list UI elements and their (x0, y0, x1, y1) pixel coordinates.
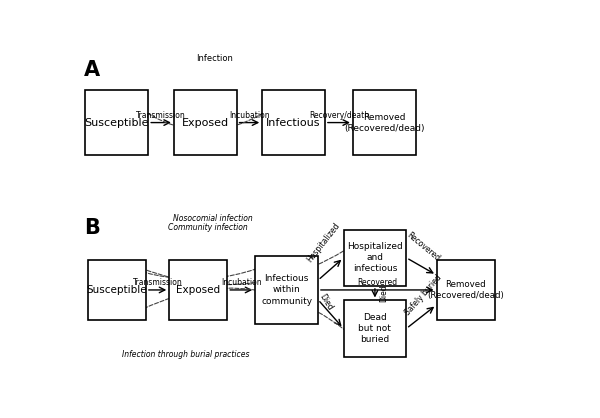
Text: Infection through burial practices: Infection through burial practices (121, 350, 249, 359)
Text: Infectious
within
community: Infectious within community (261, 274, 312, 306)
Bar (85, 90, 148, 155)
Text: Susceptible: Susceptible (85, 117, 149, 127)
Bar (174, 90, 236, 155)
Text: Community infection: Community infection (168, 223, 248, 232)
Text: Recovered: Recovered (357, 278, 397, 287)
Bar (353, 90, 416, 155)
Text: Recovery/death: Recovery/death (309, 111, 369, 120)
Text: Susceptible: Susceptible (86, 285, 147, 295)
Text: Removed
(Recovered/dead): Removed (Recovered/dead) (427, 280, 504, 300)
Text: Died: Died (317, 293, 335, 313)
Bar (344, 229, 406, 286)
Bar (437, 260, 494, 320)
Text: Hospitalized
and
infectious: Hospitalized and infectious (347, 242, 403, 273)
Text: Removed
(Recovered/dead): Removed (Recovered/dead) (344, 112, 424, 133)
Text: A: A (84, 60, 100, 80)
Bar (169, 260, 227, 320)
Text: Incubation: Incubation (221, 278, 262, 287)
Text: Dead
but not
buried: Dead but not buried (358, 313, 391, 344)
Text: Transmission: Transmission (133, 278, 182, 287)
Text: Transmission: Transmission (136, 111, 186, 120)
Text: Infection: Infection (196, 54, 233, 63)
Text: Exposed: Exposed (176, 285, 220, 295)
Text: Safely buried: Safely buried (404, 273, 444, 317)
Text: Incubation: Incubation (229, 111, 269, 120)
Text: Hospitalized: Hospitalized (305, 221, 342, 264)
Text: Infectious: Infectious (266, 117, 321, 127)
Text: Exposed: Exposed (182, 117, 229, 127)
Text: Nosocomial infection: Nosocomial infection (173, 214, 253, 223)
Text: Died: Died (380, 284, 389, 302)
Bar (255, 256, 318, 324)
Text: Recovered: Recovered (406, 231, 442, 263)
Bar (262, 90, 325, 155)
Bar (88, 260, 146, 320)
Text: B: B (84, 217, 100, 237)
Bar (344, 301, 406, 357)
